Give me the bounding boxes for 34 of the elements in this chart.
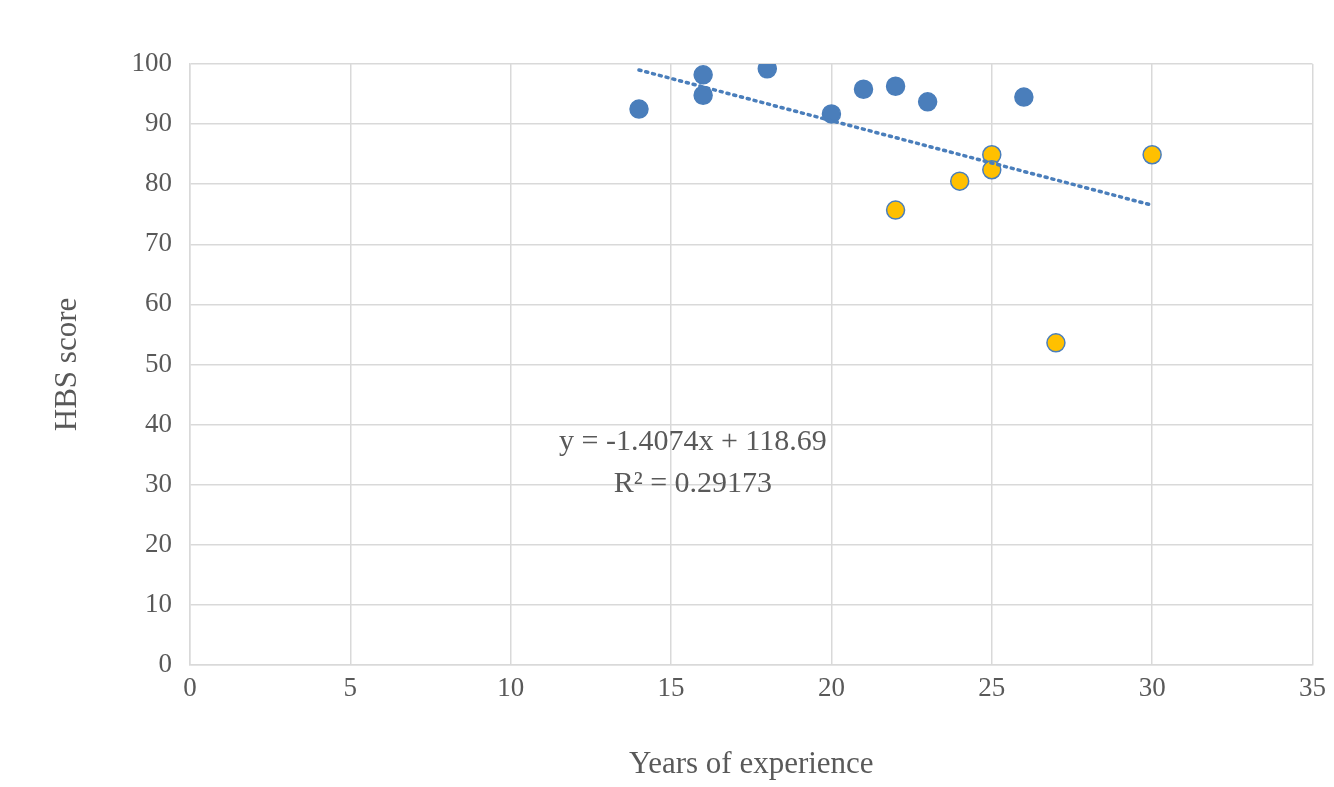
y-tick-label: 60	[145, 287, 172, 318]
y-tick-label: 80	[145, 167, 172, 198]
x-tick-label: 20	[817, 672, 845, 703]
x-tick-label: 15	[657, 672, 685, 703]
point	[693, 65, 713, 85]
y-tick-label: 50	[145, 347, 172, 378]
point	[693, 85, 713, 105]
annotation: R² = 0.29173	[613, 464, 773, 498]
y-tick-label: 30	[145, 467, 172, 498]
y-tick-label: 70	[145, 227, 172, 258]
y-axis-title: HBS score	[47, 297, 83, 432]
y-tick-label: 10	[145, 587, 172, 618]
x-tick-label: 30	[1138, 672, 1166, 703]
point	[629, 99, 649, 119]
y-tick-label: 100	[131, 47, 172, 78]
point	[1142, 145, 1162, 165]
x-tick-label: 5	[343, 672, 358, 703]
point	[1014, 87, 1034, 107]
x-tick-label: 25	[978, 672, 1006, 703]
point	[885, 76, 906, 96]
x-axis-title: Years of experience	[628, 744, 874, 780]
point	[949, 171, 970, 191]
point	[853, 79, 874, 99]
y-tick-label: 90	[145, 107, 172, 138]
x-tick-label: 0	[183, 672, 197, 703]
annotation: y = -1.4074x + 118.69	[559, 422, 827, 456]
point	[1046, 333, 1066, 353]
point	[917, 92, 938, 112]
x-tick-label: 35	[1299, 672, 1326, 703]
point	[885, 200, 906, 220]
y-tick-label: 40	[145, 407, 172, 438]
y-tick-label: 20	[145, 527, 172, 558]
x-tick-label: 10	[497, 672, 525, 703]
y-tick-label: 0	[158, 648, 172, 679]
